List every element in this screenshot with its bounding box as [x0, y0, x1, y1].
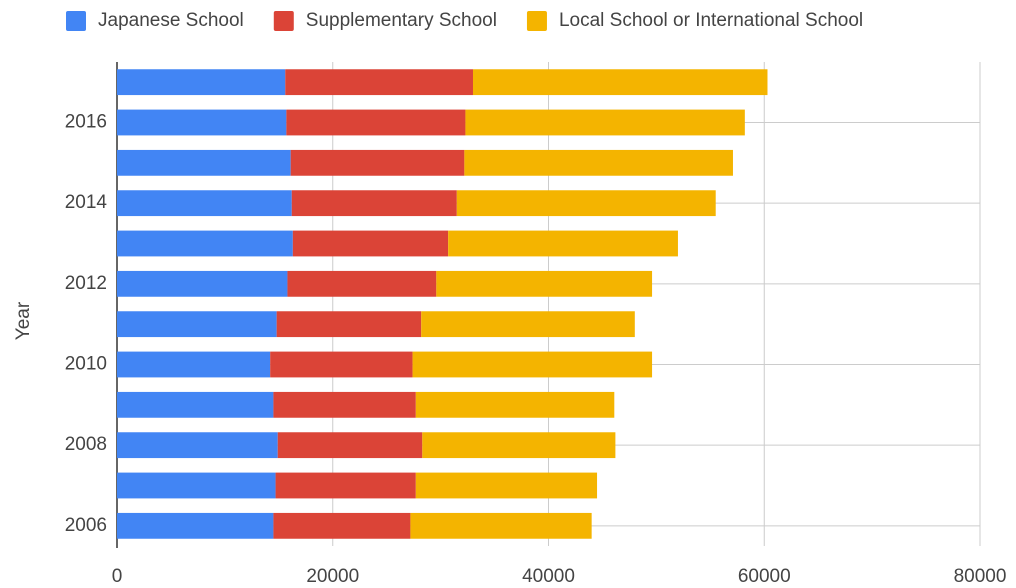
- bar-segment: [117, 512, 274, 539]
- bar-segment: [117, 190, 292, 217]
- bar-segment: [117, 432, 278, 459]
- bar-segment: [117, 149, 291, 176]
- bar-segment: [412, 351, 653, 378]
- bar-segment: [117, 472, 276, 499]
- y-tick-label: 2006: [65, 515, 107, 536]
- bar-segment: [422, 432, 616, 459]
- bar-segment: [290, 149, 465, 176]
- bar-segment: [273, 512, 411, 539]
- bar-segment: [472, 69, 768, 96]
- bar-segment: [436, 270, 653, 297]
- bar-segment: [287, 270, 437, 297]
- bar-segment: [421, 311, 635, 338]
- bar-segment: [277, 432, 423, 459]
- y-tick-label: 2012: [65, 273, 107, 294]
- bar-segment: [286, 109, 466, 136]
- legend-item: Local School or International School: [526, 10, 863, 31]
- bar-segment: [415, 391, 615, 418]
- bar-segment: [292, 230, 449, 257]
- bar-segment: [117, 391, 274, 418]
- bar-segment: [275, 472, 416, 499]
- legend-label: Supplementary School: [306, 10, 497, 31]
- bar-segment: [117, 109, 287, 136]
- x-tick-label: 40000: [522, 566, 575, 587]
- bar-segment: [456, 190, 716, 217]
- bar-segment: [415, 472, 598, 499]
- legend: Japanese School Supplementary School Local…: [66, 10, 863, 31]
- legend-swatch: [66, 11, 86, 31]
- x-tick-label: 20000: [306, 566, 359, 587]
- bar-segment: [291, 190, 457, 217]
- bar-segment: [464, 149, 733, 176]
- bar-segment: [117, 311, 277, 338]
- y-axis-title: Year: [13, 301, 34, 340]
- bar-segment: [117, 230, 293, 257]
- y-axis-ticks: 2016 2014 2012 2010 2008 2006: [65, 112, 108, 536]
- x-tick-label: 80000: [954, 566, 1007, 587]
- bar-segment: [117, 351, 271, 378]
- bar-segment: [410, 512, 592, 539]
- legend-item: Japanese School: [66, 10, 244, 31]
- bars: [117, 69, 768, 539]
- legend-swatch: [273, 11, 294, 31]
- bar-segment: [270, 351, 413, 378]
- bar-segment: [285, 69, 473, 96]
- bar-segment: [465, 109, 745, 136]
- legend-label: Local School or International School: [559, 10, 863, 31]
- legend-label: Japanese School: [98, 10, 244, 31]
- y-tick-label: 2014: [65, 192, 108, 213]
- x-axis-ticks: 0 20000 40000 60000 80000: [112, 566, 1007, 587]
- bar-segment: [276, 311, 422, 338]
- bar-segment: [273, 391, 416, 418]
- y-tick-label: 2008: [65, 434, 107, 455]
- bar-segment: [117, 270, 288, 297]
- x-tick-label: 60000: [738, 566, 791, 587]
- x-tick-label: 0: [112, 566, 123, 587]
- bar-segment: [117, 69, 286, 96]
- y-tick-label: 2016: [65, 112, 107, 133]
- bar-segment: [448, 230, 678, 257]
- legend-item: Supplementary School: [273, 10, 497, 31]
- y-tick-label: 2010: [65, 354, 107, 375]
- legend-swatch: [526, 11, 547, 31]
